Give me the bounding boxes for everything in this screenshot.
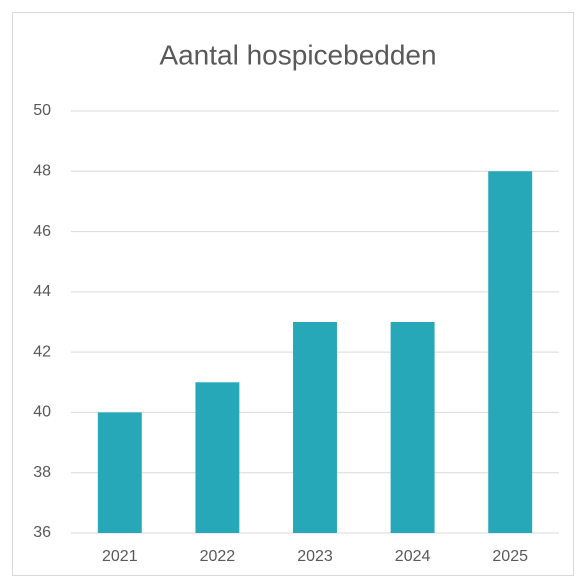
x-tick-label: 2024 bbox=[395, 548, 431, 565]
y-tick-label: 44 bbox=[33, 283, 51, 300]
bar bbox=[488, 171, 533, 534]
x-tick-label: 2021 bbox=[102, 548, 138, 565]
y-tick-label: 50 bbox=[33, 102, 51, 119]
y-tick-label: 40 bbox=[33, 404, 51, 421]
y-tick-label: 46 bbox=[33, 223, 51, 240]
bar bbox=[195, 382, 240, 533]
x-tick-label: 2022 bbox=[200, 548, 236, 565]
x-tick-label: 2023 bbox=[297, 548, 333, 565]
y-tick-label: 38 bbox=[33, 464, 51, 481]
bar bbox=[390, 322, 435, 533]
y-tick-label: 48 bbox=[33, 163, 51, 180]
x-tick-label: 2025 bbox=[492, 548, 528, 565]
chart-title: Aantal hospicebedden bbox=[159, 39, 436, 70]
y-tick-label: 42 bbox=[33, 343, 51, 360]
y-tick-label: 36 bbox=[33, 524, 51, 541]
bar bbox=[293, 322, 337, 533]
bar bbox=[97, 412, 142, 533]
